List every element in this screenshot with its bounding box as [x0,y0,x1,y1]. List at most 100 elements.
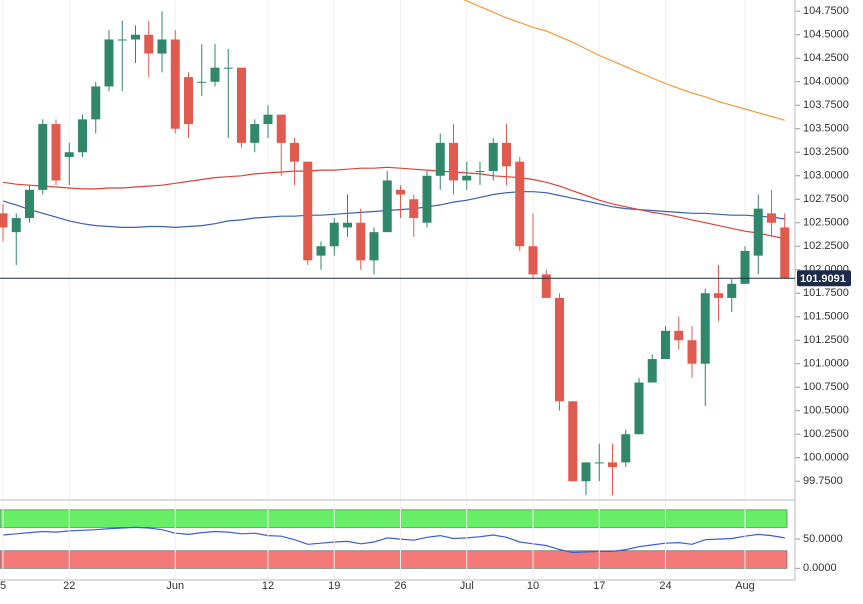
y-tick-label: 103.7500 [803,99,849,111]
y-tick-label: 100.0000 [803,452,849,464]
candle-body [0,213,8,228]
y-tick-label: 104.7500 [803,5,849,17]
y-tick-label: 100.7500 [803,381,849,393]
candle-body [51,124,61,181]
rsi-panel [0,509,788,569]
candle-body [329,222,339,247]
y-tick-label: 0.0000 [803,562,837,574]
y-tick-label: 99.7500 [803,475,843,487]
y-tick-label: 101.0000 [803,358,849,370]
candle-body [647,359,657,383]
candle-body [91,86,101,120]
candle-body [462,175,472,181]
candle-body [144,34,154,54]
candle-body [687,340,697,364]
candle-body [290,142,299,162]
moving-average [2,166,785,240]
x-tick-label: Aug [735,580,755,592]
candle-body [674,330,684,341]
y-tick-label: 102.2500 [803,240,849,252]
y-tick-label: 101.5000 [803,311,849,323]
candle-body [409,199,419,219]
candle-body [263,114,273,125]
candle-body [382,180,392,233]
x-tick-label: 26 [394,580,406,592]
candle-body [223,67,233,69]
y-tick-label: 50.0000 [803,533,843,545]
candle-body [568,401,578,482]
candle-body [727,283,737,298]
candle-body [276,114,286,143]
candle-body [316,246,326,256]
rsi-band [0,550,788,569]
y-tick-label: 102.5000 [803,217,849,229]
price-panel [0,0,790,500]
candle-body [435,142,445,176]
candle-body [608,462,617,468]
last-price-box [797,270,851,287]
moving-average [463,0,785,121]
candle-body [303,161,313,261]
rsi-band [0,509,788,528]
candle-body [197,81,207,83]
candle-body [767,213,776,223]
candle-body [502,142,511,167]
candle-body [157,39,167,54]
candle-body [11,218,21,233]
moving-average [2,191,785,229]
candle-body [449,142,458,181]
candle-body [369,232,379,261]
y-tick-label: 104.5000 [803,29,849,41]
y-tick-label: 104.2500 [803,52,849,64]
candle-body [343,222,352,228]
candle-body [714,293,723,298]
candle-body [25,189,34,219]
candle-body [64,152,74,157]
x-tick-label: Jul [460,580,474,592]
candle-body [541,274,551,298]
candle-body [780,227,790,279]
candle-body [250,124,260,143]
candle-body [78,119,87,153]
candle-body [131,34,140,40]
candle-body [422,175,432,223]
rsi-line [2,526,785,554]
axes: 99.7500 100.0000 100.2500 100.5000 100.7500 1… [0,5,849,592]
x-tick-label: 19 [328,580,340,592]
x-tick-label: Jun [166,580,184,592]
y-tick-label: 103.0000 [803,170,849,182]
candle-body [475,171,485,173]
candle-body [753,208,763,256]
y-tick-label: 101.7500 [803,287,849,299]
candle-body [356,222,366,261]
candle-body [555,297,564,402]
y-tick-label: 101.2500 [803,334,849,346]
x-tick-label: 22 [63,580,75,592]
candle-body [661,330,670,360]
x-tick-label: 17 [593,580,605,592]
y-tick-label: 103.2500 [803,146,849,158]
candle-body [184,77,193,125]
candle-body [515,161,525,247]
y-tick-label: 103.5000 [803,123,849,135]
candle-body [634,382,644,435]
y-tick-label: 100.5000 [803,405,849,417]
candle-body [396,189,405,195]
candle-body [740,250,750,284]
last-price-label: 101.9091 [800,273,846,285]
x-tick-label: 12 [262,580,274,592]
candle-body [38,124,48,190]
candle-body [581,462,591,482]
candle-body [528,246,538,275]
candle-body [488,142,498,172]
candle-body [210,67,220,82]
y-tick-label: 104.0000 [803,76,849,88]
candle-body [594,462,604,464]
x-tick-label: 5 [0,580,6,592]
candle-body [117,39,127,41]
candle-body [170,39,180,129]
y-tick-label: 100.2500 [803,428,849,440]
